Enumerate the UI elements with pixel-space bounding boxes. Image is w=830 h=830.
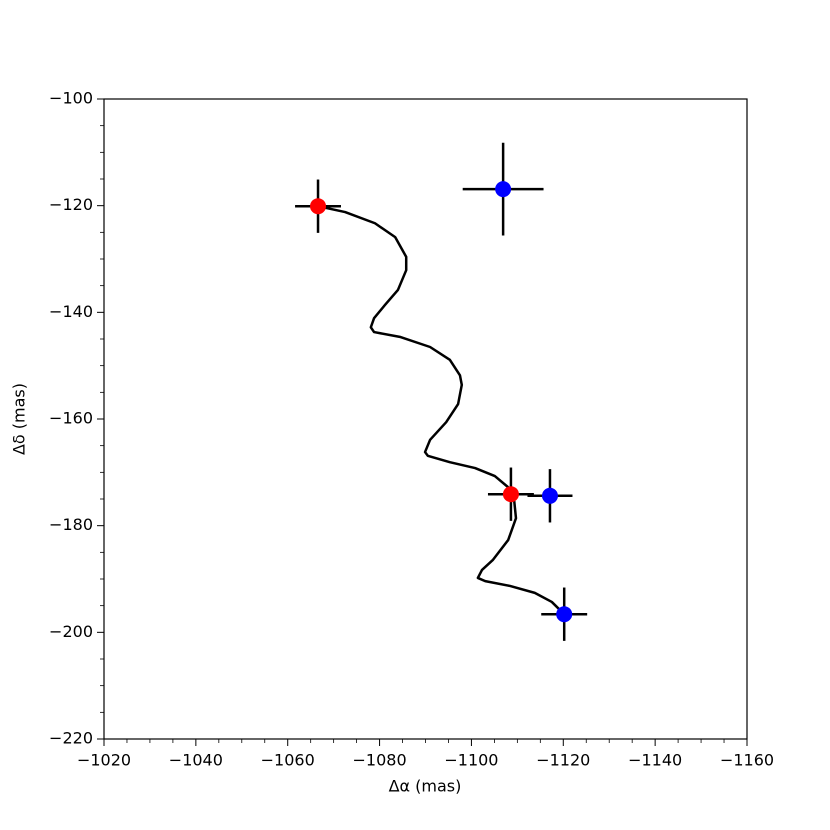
y-tick-label: −180 (49, 515, 93, 534)
x-tick-label: −1060 (261, 751, 315, 770)
x-tick-label: −1160 (720, 751, 774, 770)
y-tick-label: −200 (49, 622, 93, 641)
y-tick-label: −160 (49, 409, 93, 428)
x-tick-label: −1120 (536, 751, 590, 770)
point (310, 198, 327, 215)
x-tick-label: −1040 (169, 751, 223, 770)
point (502, 486, 519, 503)
x-tick-label: −1140 (628, 751, 682, 770)
y-tick-label: −120 (49, 195, 93, 214)
point (541, 487, 558, 504)
y-tick-label: −140 (49, 302, 93, 321)
y-tick-label: −100 (49, 89, 93, 108)
plot-frame (103, 98, 748, 740)
x-axis-label: Δα (mas) (389, 777, 462, 796)
y-axis-label: Δδ (mas) (10, 383, 29, 455)
point (495, 181, 512, 198)
x-tick-label: −1080 (353, 751, 407, 770)
x-tick-label: −1100 (444, 751, 498, 770)
y-tick-label: −220 (49, 729, 93, 748)
trajectory-line (317, 204, 566, 616)
x-tick-label: −1020 (77, 751, 131, 770)
point (556, 606, 573, 623)
